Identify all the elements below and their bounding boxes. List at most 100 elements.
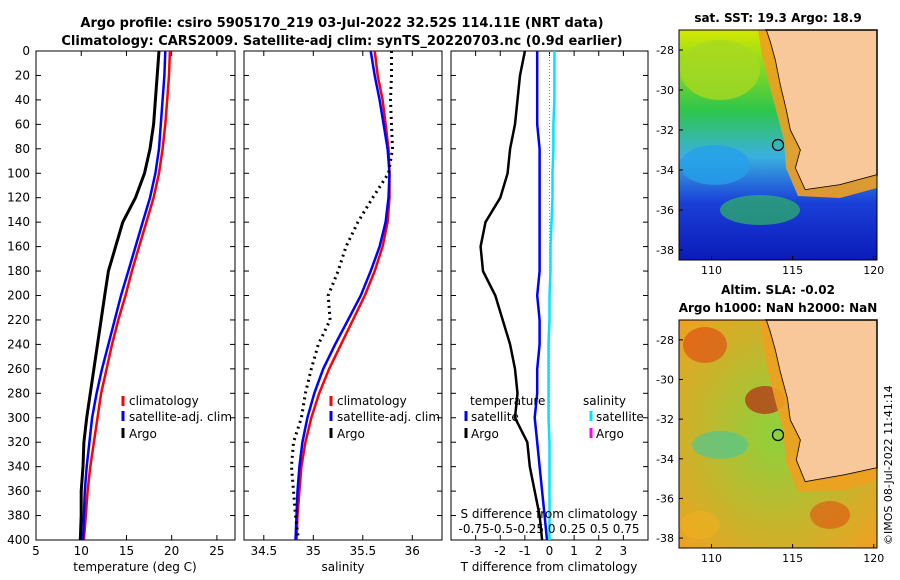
x-tick-label: 5 [32, 544, 40, 558]
y-tick-label: 340 [7, 460, 30, 474]
y-tick-label: 380 [7, 509, 30, 523]
y-tick-label: 180 [7, 264, 30, 278]
salinity-legend: climatology satellite-adj. clim Argo [329, 394, 440, 441]
legend-argo-label: Argo [337, 427, 365, 441]
y-tick-label: 240 [7, 337, 30, 351]
sla-map-title2: Argo h1000: NaN h2000: NaN [679, 301, 878, 315]
y-tick-label: 220 [7, 313, 30, 327]
series-line-satellite-adj-clim [294, 51, 391, 540]
difference-xlabel: T difference from climatology [460, 560, 638, 574]
difference-panel: -3 -2 -1 0 1 2 3 [451, 50, 648, 558]
x-tick-label: 25 [209, 544, 224, 558]
y-tick-label: 400 [7, 533, 30, 547]
map-x-tick-label: 120 [863, 552, 884, 565]
map-y-tick-label: -36 [656, 204, 674, 217]
salinity-panel: 34.5 35 35.5 36 [244, 50, 442, 558]
y-tick-label: 160 [7, 240, 30, 254]
map-x-tick-label: 115 [782, 264, 803, 277]
legend-satellite-label: satellite-adj. clim [337, 410, 440, 424]
legend-salinity-title: salinity [583, 394, 626, 408]
y-tick-label: 40 [15, 93, 30, 107]
difference-top-xlabel: S difference from climatology [461, 507, 638, 521]
difference-legend: temperature satellite Argo salinity sate… [464, 394, 644, 441]
sla-low-1 [692, 431, 748, 459]
x-tick-label: 36 [405, 544, 420, 558]
map-y-tick-label: -32 [656, 413, 674, 426]
x-tick-label: 34.5 [250, 544, 277, 558]
x-tick-label: 2 [595, 544, 603, 558]
map-y-tick-label: -38 [656, 532, 674, 545]
series-line-climatology [295, 51, 391, 540]
x-tick-label: 3 [620, 544, 628, 558]
map-y-tick-label: -34 [656, 164, 674, 177]
legend-sal-argo-label: Argo [596, 427, 624, 441]
y-tick-label: 120 [7, 191, 30, 205]
series-line-argo [78, 51, 161, 540]
y-tick-label: 320 [7, 435, 30, 449]
series-line-satellite-adj-clim [81, 51, 167, 540]
y-tick-label: 60 [15, 117, 30, 131]
salinity-xlabel: salinity [321, 560, 364, 574]
map-y-tick-label: -32 [656, 124, 674, 137]
sla-argo-location [771, 428, 785, 442]
x-tick-label: 10 [74, 544, 89, 558]
y-tick-label: 360 [7, 484, 30, 498]
map-x-tick-label: 115 [782, 552, 803, 565]
temperature-xlabel: temperature (deg C) [73, 560, 196, 574]
figure-title-line1: Argo profile: csiro 5905170_219 03-Jul-2… [80, 16, 603, 31]
watermark: ©IMOS 08-Jul-2022 11:41:14 [882, 385, 895, 545]
x-tick-label: 35 [306, 544, 321, 558]
temperature-axes [35, 50, 236, 541]
y-tick-label: 100 [7, 166, 30, 180]
x-tick-label: -1 [519, 544, 531, 558]
legend-temp-argo-label: Argo [471, 427, 499, 441]
sla-high-3 [810, 501, 850, 529]
sst-map-frame [678, 29, 878, 261]
sst-warm-patch [680, 40, 760, 100]
sla-coastal-band [760, 320, 877, 492]
map-y-tick-label: -36 [656, 492, 674, 505]
legend-satellite-label: satellite-adj. clim [129, 410, 232, 424]
map-y-tick-label: -30 [656, 373, 674, 386]
series-line-salinity-satellite [547, 51, 556, 540]
x-tick-label: -3 [470, 544, 482, 558]
temperature-panel: 5 10 15 20 25 0 20 40 60 80 100 120 140 160 180 200 220 2… [7, 44, 235, 558]
y-tick-label: 20 [15, 68, 30, 82]
temperature-legend: climatology satellite-adj. clim Argo [121, 394, 232, 441]
map-y-tick-label: -38 [656, 244, 674, 257]
sla-high-4 [680, 511, 720, 539]
legend-climatology-label: climatology [337, 394, 407, 408]
y-tick-label: 0 [22, 44, 30, 58]
map-x-tick-label: 120 [863, 264, 884, 277]
x-tick-label: 20 [164, 544, 179, 558]
sst-coastal-band [758, 30, 877, 198]
sla-map-title1: Altim. SLA: -0.02 [721, 283, 835, 297]
y-tick-label: 80 [15, 142, 30, 156]
y-tick-label: 260 [7, 362, 30, 376]
x-tick-label: -2 [494, 544, 506, 558]
sla-map: Altim. SLA: -0.02 Argo h1000: NaN h2000:… [656, 283, 884, 565]
x-tick-label: 1 [570, 544, 578, 558]
map-x-tick-label: 110 [701, 264, 722, 277]
difference-top-ticks: -0.75-0.5-0.25 0 0.25 0.5 0.75 [459, 522, 640, 536]
y-tick-label: 300 [7, 411, 30, 425]
legend-climatology-label: climatology [129, 394, 199, 408]
sst-ticks: -28 -30 -32 -34 -36 -38 110 115 120 [656, 44, 884, 277]
x-tick-label: 35.5 [349, 544, 376, 558]
y-tick-label: 200 [7, 289, 30, 303]
series-group [289, 51, 395, 540]
sla-map-frame [678, 319, 878, 549]
legend-sal-satellite-label: satellite [596, 410, 644, 424]
map-y-tick-label: -30 [656, 84, 674, 97]
y-tick-label: 280 [7, 386, 30, 400]
series-line-temperature-argo [479, 51, 544, 540]
salinity-axes [243, 50, 443, 541]
x-tick-label: 0 [546, 544, 554, 558]
series-line-argo [289, 51, 395, 540]
legend-argo-label: Argo [129, 427, 157, 441]
figure-title-line2: Climatology: CARS2009. Satellite-adj cli… [61, 34, 622, 49]
map-y-tick-label: -28 [656, 334, 674, 347]
sla-ticks: -28 -30 -32 -34 -36 -38 110 115 120 [656, 334, 884, 565]
sst-map-title: sat. SST: 19.3 Argo: 18.9 [694, 11, 861, 25]
